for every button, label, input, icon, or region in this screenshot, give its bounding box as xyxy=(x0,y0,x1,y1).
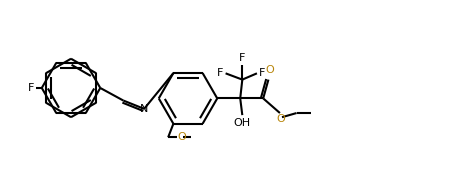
Text: O: O xyxy=(265,66,274,75)
Text: F: F xyxy=(28,83,34,93)
Text: OH: OH xyxy=(234,118,251,128)
Text: F: F xyxy=(259,68,266,78)
Text: F: F xyxy=(239,53,245,63)
Text: O: O xyxy=(276,114,285,124)
Text: N: N xyxy=(140,104,149,114)
Text: F: F xyxy=(217,68,224,78)
Text: O: O xyxy=(178,132,186,142)
